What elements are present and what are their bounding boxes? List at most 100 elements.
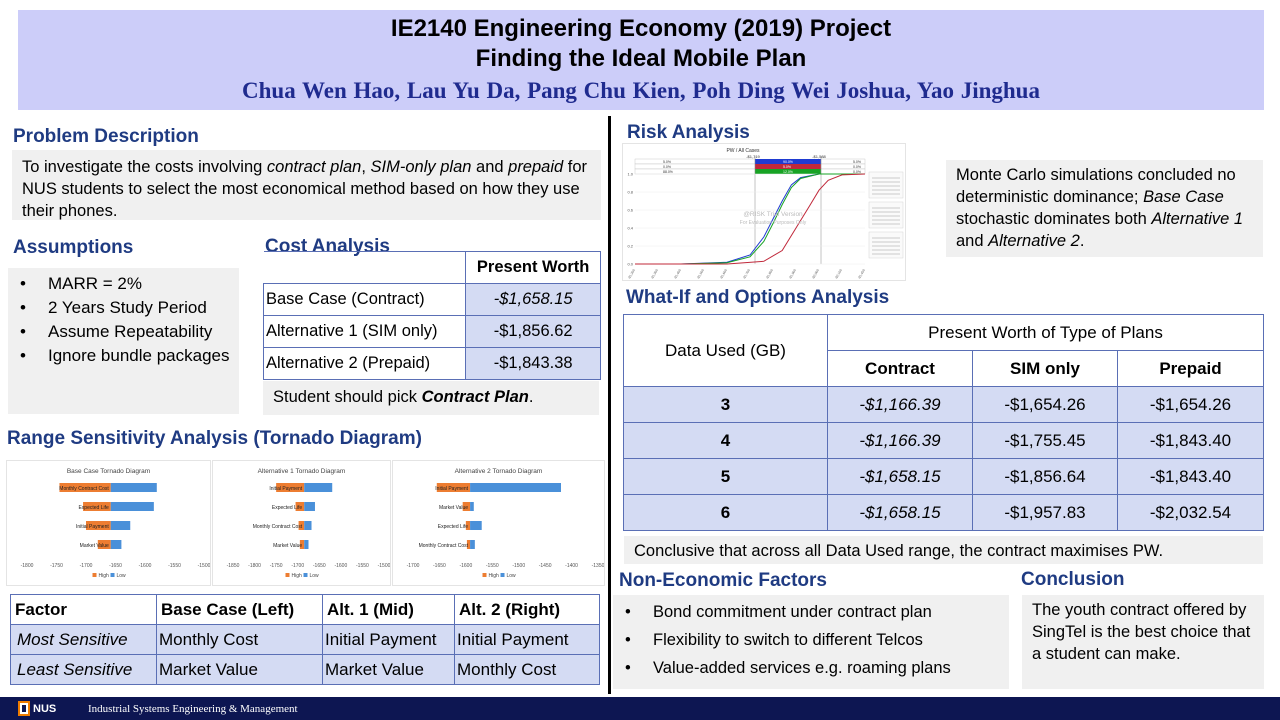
band-label: 0.0% — [853, 170, 861, 174]
table-cell: 3 — [623, 386, 828, 423]
table-row: 5 -$1,658.15 -$1,856.64 -$1,843.40 — [623, 458, 1264, 495]
list-item: • Ignore bundle packages — [8, 344, 239, 367]
table-header: SIM only — [972, 350, 1118, 387]
table-cell: -$1,166.39 — [827, 422, 973, 459]
table-cell: -$1,755.45 — [972, 422, 1118, 459]
bar-low — [470, 521, 482, 530]
problem-text-part: To investigate the costs involving — [22, 158, 267, 176]
bar-high — [276, 483, 305, 492]
band-label: 12.0% — [783, 170, 793, 174]
problem-text-part: and — [471, 158, 509, 176]
bar-low — [304, 521, 312, 530]
column-divider — [608, 116, 611, 694]
bar-low — [470, 502, 474, 511]
assumption-text: Assume Repeatability — [48, 322, 213, 341]
cdf-line — [635, 173, 865, 265]
table-row: Least Sensitive Market Value Market Valu… — [10, 654, 600, 685]
band-label: 5.0% — [663, 160, 671, 164]
cdf-line — [635, 173, 866, 265]
assumption-text: Ignore bundle packages — [48, 346, 230, 365]
title-line-1: IE2140 Engineering Economy (2019) Projec… — [390, 15, 892, 42]
table-header: Factor — [10, 594, 157, 625]
table-cell: -$1,658.15 — [465, 283, 601, 316]
problem-title: Problem Description — [13, 126, 199, 147]
bar-high — [462, 502, 471, 511]
tick-label: -1700 — [291, 563, 304, 569]
tick-label: -1500 — [378, 563, 390, 569]
pick-text: Student should pick — [273, 388, 422, 406]
bar-high — [436, 483, 471, 492]
tick-label: -1750 — [50, 563, 63, 569]
table-cell: -$2,032.54 — [1117, 494, 1264, 531]
category-label: Monthly Contract Cost — [59, 486, 109, 492]
problem-text-part: , — [361, 158, 371, 176]
table-cell: -$1,654.26 — [1117, 386, 1264, 423]
band-left — [634, 163, 756, 170]
tick-label: -1550 — [486, 563, 499, 569]
risk-text-part: and — [956, 232, 989, 250]
tick-label: -1800 — [248, 563, 261, 569]
chart-title: Base Case Tornado Diagram — [67, 468, 150, 475]
category-label: Expected Life — [438, 524, 469, 530]
factor-table: Factor Base Case (Left) Alt. 1 (Mid) Alt… — [10, 594, 600, 685]
noneco-text: Value-added services e.g. roaming plans — [653, 659, 951, 677]
tornado-svg: Alternative 1 Tornado Diagram Initial Pay… — [227, 468, 390, 579]
bullet-icon: • — [20, 346, 26, 365]
table-cell: -$1,957.83 — [972, 494, 1118, 531]
tick-label: -1500 — [198, 563, 210, 569]
bar-high — [86, 521, 111, 530]
bar-low — [110, 483, 157, 492]
bar-high — [466, 540, 471, 549]
table-cell: Monthly Cost — [156, 624, 323, 655]
noneco-title: Non-Economic Factors — [619, 570, 827, 591]
tick-label: 0.8 — [627, 190, 633, 195]
legend-swatch-low — [500, 573, 505, 577]
tick-label: -$1,900 — [788, 268, 797, 280]
tick-label: -1850 — [227, 563, 240, 569]
table-row: 4 -$1,166.39 -$1,755.45 -$1,843.40 — [623, 422, 1264, 459]
bar-high — [465, 521, 471, 530]
category-label: Market Value — [273, 543, 302, 549]
noneco-text: Flexibility to switch to different Telco… — [653, 631, 923, 649]
bar-low — [470, 540, 475, 549]
legend-swatch-high — [482, 573, 487, 577]
assumptions-list: • MARR = 2% • 2 Years Study Period • Assume… — [8, 272, 239, 367]
tick-label: 1.0 — [627, 172, 633, 177]
tick-label: -1700 — [407, 563, 420, 569]
category-label: Monthly Contract Cost — [419, 543, 469, 549]
noneco-list: • Bond commitment under contract plan • Fl… — [613, 598, 1009, 682]
tornado-chart-alt2: Alternative 2 Tornado Diagram Initial Pay… — [392, 460, 605, 586]
category-label: Initial Payment — [269, 486, 302, 492]
footer-text: Industrial Systems Engineering & Managem… — [88, 703, 298, 715]
category-label: Initial Payment — [76, 524, 109, 530]
table-row: Base Case (Contract) -$1,658.15 — [262, 283, 601, 316]
table-row: Factor Base Case (Left) Alt. 1 (Mid) Alt… — [10, 594, 600, 625]
problem-text-part: for NUS students to select the most econ… — [22, 158, 588, 220]
tick-label: -1650 — [433, 563, 446, 569]
assumption-text: MARR = 2% — [48, 274, 142, 293]
bar-low — [304, 540, 309, 549]
assumption-text: 2 Years Study Period — [48, 298, 207, 317]
whatif-table: Data Used (GB) Present Worth of Type of … — [623, 314, 1264, 531]
table-header: Data Used (GB) — [623, 314, 828, 387]
band-mid — [755, 164, 821, 169]
watermark: @RISK Trial Version — [743, 211, 803, 218]
table-cell: -$1,658.15 — [827, 458, 973, 495]
table-row: Present Worth — [263, 251, 601, 284]
table-cell: 6 — [623, 494, 828, 531]
tick-label: -1500 — [512, 563, 525, 569]
chart-title: Alternative 2 Tornado Diagram — [455, 468, 543, 475]
tornado-svg: Base Case Tornado Diagram Monthly Contrac… — [21, 468, 210, 579]
table-cell — [263, 251, 466, 284]
table-cell: Market Value — [156, 654, 323, 685]
bar-low — [470, 483, 561, 492]
conclusion-text: The youth contract offered by SingTel is… — [1022, 595, 1264, 689]
cost-table: Present Worth Base Case (Contract) -$1,6… — [262, 251, 601, 380]
tick-label: -1800 — [21, 563, 34, 569]
tick-label: -1650 — [313, 563, 326, 569]
bar-low — [110, 540, 122, 549]
chart-title: PW / All Cases — [726, 148, 760, 154]
bar-high — [59, 483, 111, 492]
tick-label: -$1,300 — [650, 268, 659, 280]
tick-label: 0.6 — [627, 208, 633, 213]
